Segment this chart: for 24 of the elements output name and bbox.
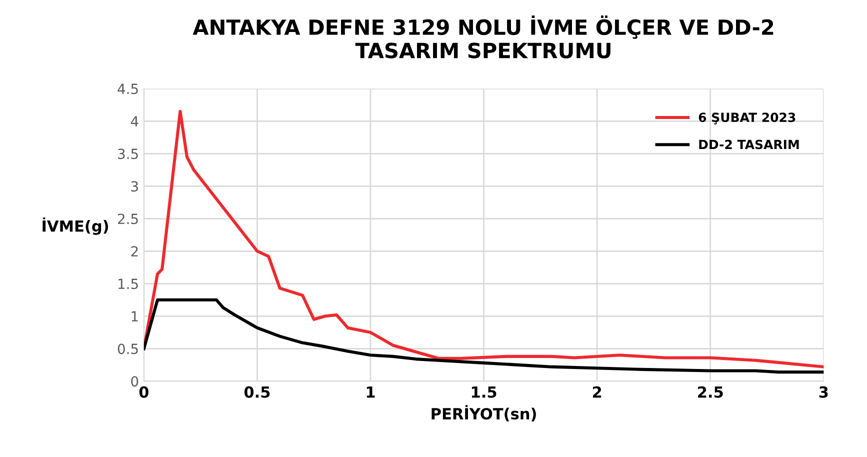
chart-title: ANTAKYA DEFNE 3129 NOLU İVME ÖLÇER VE DD-2 TASARIM SPEKTRUMU xyxy=(192,16,774,58)
y-tick-label: 4.5 xyxy=(118,84,138,94)
legend-label: DD-2 TASARIM xyxy=(699,140,799,150)
y-tick-label: 1 xyxy=(132,311,138,322)
line-series xyxy=(144,110,824,368)
y-tick-label: 1.5 xyxy=(118,278,138,290)
y-tick-label: 0 xyxy=(131,376,138,387)
x-tick-label: 1.5 xyxy=(472,386,496,398)
x-tick-label: 0 xyxy=(139,386,149,398)
legend-label: 6 ŞUBAT 2023 xyxy=(698,112,796,124)
x-tick-label: 2.5 xyxy=(698,386,723,398)
y-tick-label: 2.5 xyxy=(118,214,138,224)
x-tick-label: 2 xyxy=(592,386,602,398)
y-axis-title: İVME(g) xyxy=(42,217,108,235)
y-tick-label: 3 xyxy=(131,181,138,192)
x-tick-label: 0.5 xyxy=(244,386,270,398)
line-series xyxy=(144,298,824,374)
y-tick-label: 0.5 xyxy=(118,344,138,354)
y-tick-label: 2 xyxy=(131,246,138,256)
y-tick-label: 4 xyxy=(130,116,138,126)
y-tick-label: 3.5 xyxy=(118,148,138,160)
x-tick-label: 3 xyxy=(819,386,828,398)
x-axis-title: PERİYOT(sn) xyxy=(432,405,536,422)
x-tick-label: 1 xyxy=(366,386,375,398)
